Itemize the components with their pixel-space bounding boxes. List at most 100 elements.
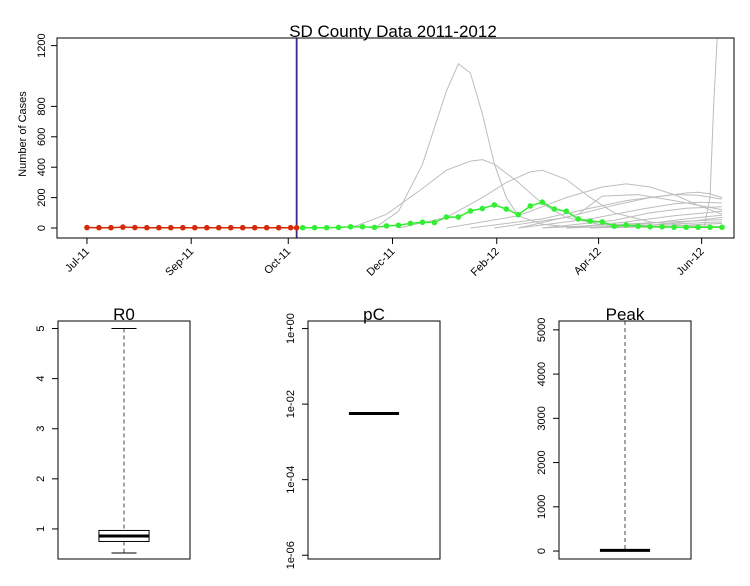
forecast-point — [635, 223, 641, 229]
forecast-point — [551, 206, 558, 212]
observed-point — [251, 224, 258, 231]
y-tick-label: 1e-02 — [285, 390, 297, 418]
observed-point — [180, 224, 186, 231]
forecast-point — [407, 220, 414, 227]
observed-point — [96, 224, 102, 231]
observed-point — [191, 224, 198, 231]
x-tick-label: Jul-11 — [63, 246, 92, 275]
timeseries-panel: SD County Data 2011-2012 Number of Cases… — [17, 22, 735, 279]
observed-point — [227, 224, 234, 231]
plot-frame — [558, 320, 692, 560]
ensemble-curve — [374, 63, 722, 229]
observed-point — [293, 224, 300, 231]
x-tick-label: Dec-11 — [365, 246, 398, 279]
observed-point — [108, 224, 114, 231]
y-tick-label: 1e+00 — [285, 313, 297, 344]
y-tick-label: 1e-06 — [285, 541, 297, 569]
forecast-point — [311, 224, 318, 231]
y-axis-ticks: 1 2 3 4 5 — [35, 325, 58, 532]
series-layer — [84, 38, 725, 238]
y-tick-label: 1e-04 — [285, 466, 297, 494]
y-tick-label: 4 — [35, 376, 47, 382]
forecast-point — [515, 211, 522, 218]
observed-point — [84, 224, 90, 231]
forecast-point — [455, 214, 462, 220]
observed-point — [168, 224, 174, 231]
observed-point — [287, 224, 294, 231]
boxplot-marks — [98, 328, 150, 554]
boxplot-title: R0 — [113, 305, 135, 324]
y-axis-ticks: 0 1000 2000 3000 4000 5000 — [536, 318, 559, 554]
boxplot-marks — [599, 320, 651, 552]
forecast-point — [527, 203, 534, 209]
forecast-point — [359, 223, 366, 230]
forecast-point — [659, 223, 665, 230]
x-axis-ticks: Jul-11 Sep-11 Oct-11 Dec-11 Feb-12 Apr-12 Jun-… — [63, 238, 707, 279]
x-tick-label: Sep-11 — [163, 246, 196, 279]
plot-frame — [57, 320, 191, 560]
ensemble-curve — [542, 219, 723, 229]
forecast-point — [575, 216, 582, 222]
y-tick-label: 5000 — [536, 318, 548, 342]
forecast-point — [707, 224, 713, 231]
forecast-point — [395, 222, 402, 229]
y-tick-label: 3 — [35, 426, 47, 432]
forecast-point — [671, 224, 677, 231]
ensemble-curve — [518, 194, 723, 229]
boxplot-r0-panel: R0 1 2 3 4 5 — [35, 305, 191, 560]
boxplot-peak-panel: Peak 0 1000 2000 3000 4000 5000 — [536, 305, 692, 560]
forecast-point — [443, 214, 450, 220]
y-tick-label: 600 — [36, 128, 48, 146]
forecast-point — [323, 224, 330, 231]
y-axis-ticks: 0 200 400 600 800 1200 — [36, 33, 57, 231]
plot-frame — [56, 37, 735, 239]
forecast-point — [467, 208, 474, 214]
forecast-point — [587, 218, 594, 224]
forecast-point — [419, 219, 426, 226]
observed-point — [132, 224, 138, 231]
boxplot-title: Peak — [606, 305, 645, 324]
y-tick-label: 5 — [35, 325, 47, 331]
forecast-point — [491, 202, 498, 208]
observed-point — [203, 224, 210, 231]
observed-point — [156, 224, 162, 231]
plot-frame — [307, 320, 441, 560]
forecast-point — [371, 224, 378, 231]
forecast-point — [647, 223, 653, 230]
forecast-point — [503, 206, 510, 212]
forecast-point — [611, 223, 617, 229]
x-tick-label: Apr-12 — [572, 246, 604, 278]
forecast-point — [335, 224, 342, 231]
y-tick-label: 2000 — [536, 450, 548, 474]
forecast-point — [719, 224, 725, 231]
y-tick-label: 1000 — [536, 495, 548, 519]
forecast-point — [347, 223, 354, 230]
forecast-point — [623, 222, 629, 228]
y-tick-label: 200 — [36, 188, 48, 206]
forecast-point — [479, 205, 486, 212]
ensemble-curve — [703, 37, 718, 229]
forecast-point — [539, 199, 546, 205]
y-tick-label: 4000 — [536, 362, 548, 386]
boxplot-title: pC — [363, 305, 385, 324]
y-axis-label: Number of Cases — [17, 91, 29, 177]
x-tick-label: Jun-12 — [674, 246, 706, 278]
observed-point — [120, 224, 126, 230]
forecast-point — [383, 223, 390, 229]
y-axis-ticks: 1e+00 1e-02 1e-04 1e-06 — [285, 313, 308, 569]
forecast-point — [683, 224, 689, 231]
y-tick-label: 1 — [35, 526, 47, 532]
y-tick-label: 0 — [536, 548, 548, 554]
forecast-point — [563, 208, 570, 215]
ensemble-curve — [446, 183, 723, 229]
x-tick-label: Feb-12 — [469, 246, 502, 279]
observed-point — [275, 224, 282, 231]
ensemble-curve — [350, 159, 723, 229]
forecast-point — [695, 224, 701, 231]
observed-point — [263, 224, 270, 231]
y-tick-label: 2 — [35, 476, 47, 482]
chart-title: SD County Data 2011-2012 — [289, 22, 497, 41]
forecast-point — [599, 219, 605, 225]
observed-point — [215, 224, 222, 231]
